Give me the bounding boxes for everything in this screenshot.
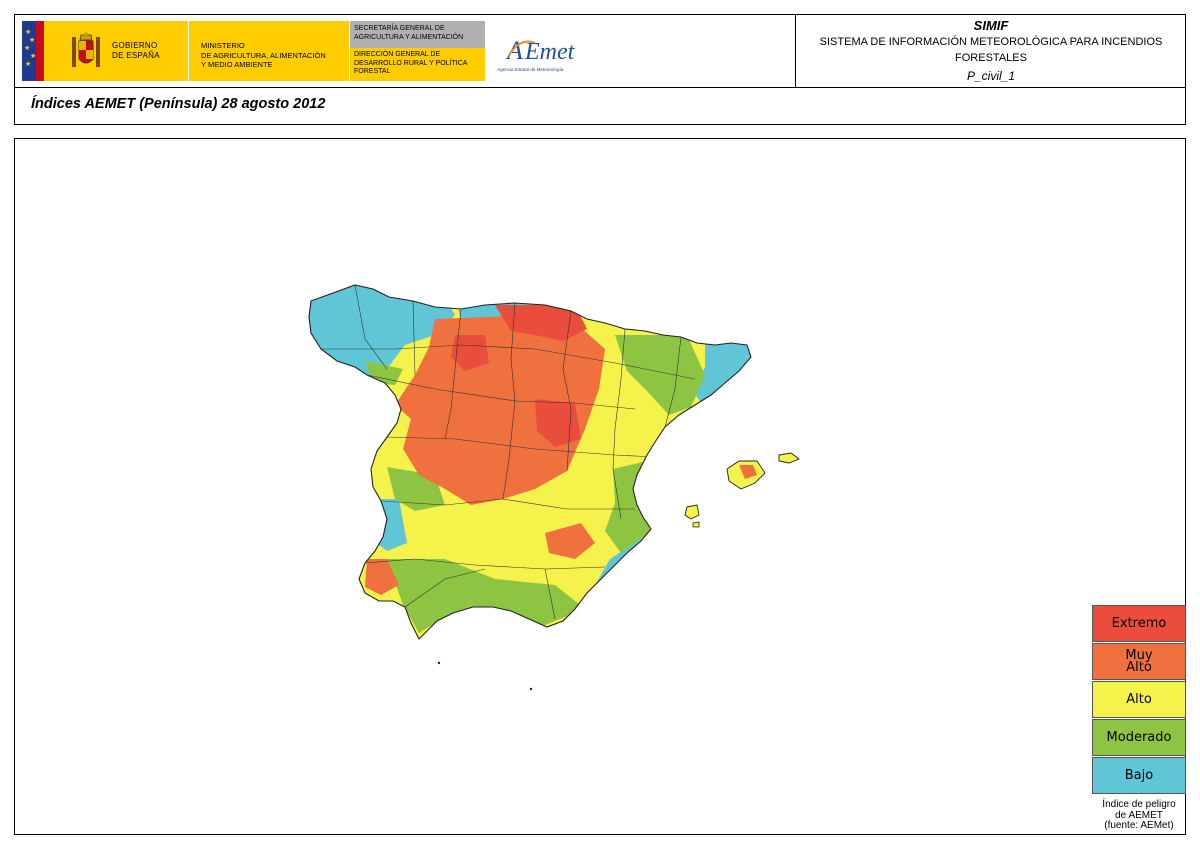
alboran-islet bbox=[529, 687, 533, 691]
map-code: P_civil_1 bbox=[966, 69, 1016, 83]
balearic-islands bbox=[684, 452, 800, 528]
header-divider bbox=[795, 15, 796, 87]
legend-item-bajo: Bajo bbox=[1092, 757, 1186, 794]
map-panel: Extremo Muy Alto Alto Moderado Bajo Índi… bbox=[14, 138, 1186, 835]
legend-note: Índice de peligro de AEMET (fuente: AEMe… bbox=[1102, 799, 1176, 831]
zone-muyalto-algarve bbox=[365, 559, 399, 595]
aemet-logo-icon: A Emet Agencia Estatal de Meteorología bbox=[497, 36, 576, 72]
svg-text:Agencia Estatal de Meteorologí: Agencia Estatal de Meteorología bbox=[497, 67, 564, 72]
direccion-text: DIRECCIÓN GENERAL DE DESARROLLO RURAL Y … bbox=[354, 51, 468, 75]
coat-of-arms-icon bbox=[72, 32, 100, 67]
header: ★ ★ ★ ★ ★ GOBIERNO DE ESPAÑA MINISTERIO … bbox=[14, 14, 1186, 88]
secretaria-text: SECRETARÍA GENERAL DE AGRICULTURA Y ALIM… bbox=[354, 25, 464, 41]
gobierno-logo: ★ ★ ★ ★ ★ GOBIERNO DE ESPAÑA bbox=[22, 21, 188, 81]
zone-moderado-andalusia bbox=[387, 559, 585, 633]
gobierno-text: GOBIERNO DE ESPAÑA bbox=[112, 41, 160, 60]
svg-text:A: A bbox=[505, 36, 523, 65]
legend: Extremo Muy Alto Alto Moderado Bajo Índi… bbox=[1092, 605, 1186, 832]
legend-item-extremo: Extremo bbox=[1092, 605, 1186, 642]
fire-danger-map bbox=[308, 284, 800, 691]
formentera bbox=[692, 521, 700, 528]
province-borders bbox=[321, 285, 696, 620]
zone-bajo-catalonia bbox=[693, 335, 751, 409]
zone-extremo-leon bbox=[451, 335, 489, 371]
legend-item-moderado: Moderado bbox=[1092, 719, 1186, 756]
zone-extremo-burgos bbox=[495, 305, 587, 341]
legend-item-muy-alto: Muy Alto bbox=[1092, 643, 1186, 680]
svg-text:Emet: Emet bbox=[524, 39, 576, 65]
zone-moderado-pyrenees bbox=[615, 335, 705, 415]
spain-flag-icon: ★ ★ ★ ★ ★ bbox=[22, 21, 44, 81]
menorca bbox=[778, 452, 800, 464]
ceuta-dot bbox=[437, 661, 441, 665]
ibiza bbox=[684, 504, 700, 520]
system-subtitle: SISTEMA DE INFORMACIÓN METEOROLÓGICA PAR… bbox=[819, 36, 1163, 64]
secretaria-logo: SECRETARÍA GENERAL DE AGRICULTURA Y ALIM… bbox=[350, 21, 485, 81]
ministry-text: MINISTERIO DE AGRICULTURA, ALIMENTACIÓN … bbox=[201, 41, 326, 69]
system-title: SIMIF bbox=[973, 18, 1009, 33]
map-title: Índices AEMET (Península) 28 agosto 2012 bbox=[31, 96, 326, 112]
mallorca-zone bbox=[739, 465, 757, 479]
legend-item-alto: Alto bbox=[1092, 681, 1186, 718]
ministry-logo: MINISTERIO DE AGRICULTURA, ALIMENTACIÓN … bbox=[189, 21, 349, 81]
zone-muyalto-granada bbox=[545, 523, 595, 559]
zone-muyalto-center bbox=[449, 389, 543, 449]
title-bar: Índices AEMET (Península) 28 agosto 2012 bbox=[14, 87, 1186, 125]
